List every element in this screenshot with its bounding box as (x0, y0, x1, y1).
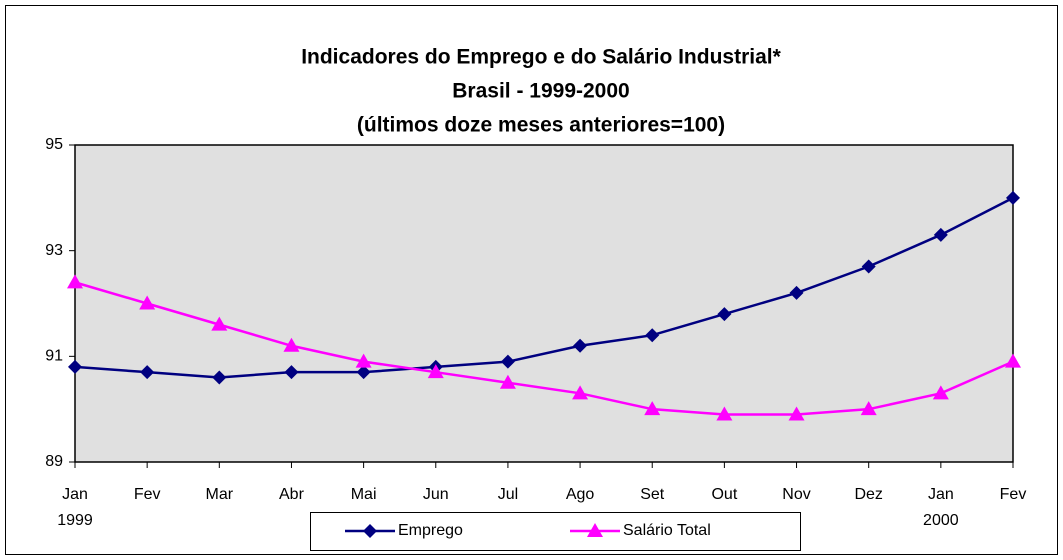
x-tick-label: Jul (498, 486, 518, 503)
x-tick-label: Nov (782, 486, 810, 503)
marker (645, 328, 660, 343)
x-tick-label: Jan (62, 486, 88, 503)
legend-marker (363, 524, 377, 538)
marker (717, 307, 732, 322)
chart-title: Indicadores do Emprego e do Salário Indu… (301, 46, 781, 69)
y-tick-label: 91 (45, 348, 63, 365)
y-tick-label: 95 (45, 136, 63, 153)
marker (716, 406, 733, 421)
marker (788, 406, 805, 421)
marker (355, 353, 372, 368)
x-tick-label: Abr (279, 486, 305, 503)
marker (67, 274, 83, 289)
marker (860, 401, 877, 416)
marker (1006, 190, 1020, 205)
x-year-label: 2000 (923, 512, 959, 529)
marker (861, 259, 876, 274)
marker (284, 365, 299, 380)
marker (789, 285, 804, 300)
marker (283, 337, 300, 352)
x-tick-label: Fev (1000, 486, 1027, 503)
y-tick-label: 93 (45, 242, 63, 259)
chart-subtitle: Brasil - 1999-2000 (452, 80, 629, 103)
marker (932, 385, 949, 400)
legend-label: Salário Total (623, 522, 711, 539)
legend-marker (587, 523, 603, 537)
marker (644, 401, 661, 416)
marker (211, 316, 228, 331)
series-line (74, 281, 1014, 416)
marker (1005, 353, 1021, 368)
series-line (74, 196, 1014, 379)
marker (573, 338, 588, 353)
marker (139, 295, 156, 310)
x-tick-label: Mar (206, 486, 234, 503)
marker (427, 364, 444, 379)
x-tick-label: Dez (854, 486, 882, 503)
x-tick-label: Ago (566, 486, 595, 503)
marker (933, 227, 948, 242)
x-tick-label: Fev (134, 486, 161, 503)
x-tick-label: Set (640, 486, 665, 503)
marker (500, 354, 515, 369)
x-tick-label: Out (711, 486, 737, 503)
marker (212, 370, 227, 385)
marker (356, 365, 371, 380)
marker (572, 385, 589, 400)
x-tick-label: Mai (351, 486, 377, 503)
marker (140, 365, 155, 380)
x-year-label: 1999 (57, 512, 93, 529)
x-tick-label: Jun (423, 486, 449, 503)
marker (68, 359, 82, 374)
x-tick-label: Jan (928, 486, 954, 503)
y-tick-label: 89 (45, 453, 63, 470)
marker (499, 374, 516, 389)
chart-subtitle: (últimos doze meses anteriores=100) (357, 114, 725, 137)
legend-label: Emprego (398, 522, 463, 539)
